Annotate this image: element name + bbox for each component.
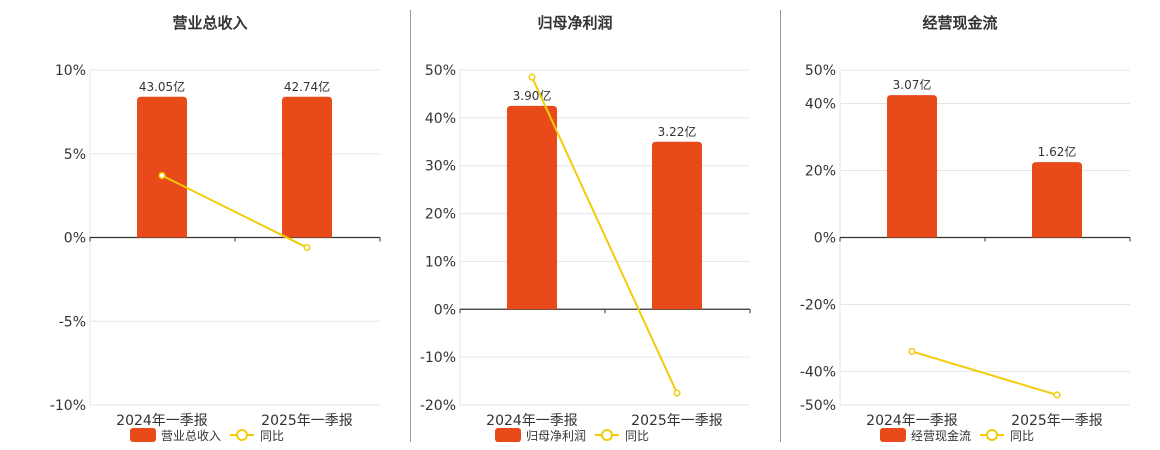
legend-line-marker	[986, 429, 998, 441]
cash-flow-chart: 经营现金流 50% 40% 20% 0% -20% -40% -50% 3.07亿 1.62亿 20…	[800, 14, 1131, 443]
legend-bar-label: 归母净利润	[526, 429, 586, 443]
x-category-label: 2024年一季报	[116, 413, 208, 429]
y-tick-label: 0%	[814, 231, 836, 247]
bar-value-label: 3.90亿	[513, 88, 552, 103]
revenue-chart: 营业总收入 10% 5% 0% -5% -10% 43.05亿 42.74亿 2024年一季报 2…	[50, 14, 381, 443]
yoy-line	[911, 350, 1058, 396]
y-tick-label: 30%	[425, 159, 456, 175]
y-tick-label: -10%	[50, 398, 86, 414]
bar-value-label: 42.74亿	[284, 79, 330, 94]
x-category-label: 2025年一季报	[631, 413, 723, 429]
legend-bar-label: 营业总收入	[161, 429, 221, 443]
y-tick-label: 0%	[434, 302, 456, 318]
chart-title: 经营现金流	[922, 14, 997, 32]
y-tick-label: 10%	[425, 254, 456, 270]
bar-2025q1	[1032, 162, 1082, 238]
chart-title: 营业总收入	[172, 14, 247, 32]
legend-line-label: 同比	[260, 429, 284, 443]
chart-title: 归母净利润	[537, 14, 612, 32]
legend-bar-swatch	[130, 428, 156, 442]
bar-2024q1	[137, 96, 187, 238]
y-tick-label: 10%	[55, 63, 86, 79]
y-tick-label: -50%	[800, 398, 836, 414]
legend-line-marker	[236, 429, 248, 441]
bar-2024q1	[887, 95, 937, 238]
legend-line-label: 同比	[1010, 429, 1034, 443]
legend-line-marker	[601, 429, 613, 441]
yoy-point-2025q1	[303, 244, 311, 252]
y-tick-label: -20%	[800, 298, 836, 314]
legend-bar-swatch	[880, 428, 906, 442]
yoy-line	[531, 76, 678, 394]
y-tick-label: -40%	[800, 365, 836, 381]
y-tick-label: 20%	[425, 207, 456, 223]
y-tick-label: 40%	[425, 111, 456, 127]
panel-divider-1	[410, 10, 411, 442]
legend-line-label: 同比	[625, 429, 649, 443]
bar-value-label: 43.05亿	[139, 79, 185, 94]
x-category-label: 2025年一季报	[261, 413, 353, 429]
yoy-point-2024q1	[158, 171, 166, 180]
yoy-line	[161, 174, 308, 249]
legend-bar-swatch	[495, 428, 521, 442]
bar-value-label: 3.22亿	[658, 124, 697, 139]
yoy-point-2024q1	[528, 73, 536, 81]
yoy-point-2024q1	[908, 347, 916, 355]
net-profit-chart: 归母净利润 50% 40% 30% 20% 10% 0% -10% -20% 3.90亿 3.22亿…	[420, 14, 751, 443]
y-tick-label: 20%	[805, 164, 836, 180]
y-tick-label: 50%	[805, 63, 836, 79]
y-tick-label: 40%	[805, 97, 836, 113]
yoy-point-2025q1	[673, 389, 681, 397]
bar-value-label: 3.07亿	[893, 77, 932, 92]
x-category-label: 2024年一季报	[486, 413, 578, 429]
bar-2025q1	[652, 141, 702, 310]
x-category-label: 2025年一季报	[1011, 413, 1103, 429]
y-tick-label: 0%	[64, 231, 86, 247]
y-tick-label: -20%	[420, 398, 456, 414]
bar-2025q1	[282, 96, 332, 238]
y-tick-label: 50%	[425, 63, 456, 79]
panel-divider-2	[780, 10, 781, 442]
y-tick-label: -10%	[420, 350, 456, 366]
legend-bar-label: 经营现金流	[911, 428, 971, 443]
y-tick-label: 5%	[64, 147, 86, 163]
yoy-point-2025q1	[1053, 391, 1061, 399]
x-category-label: 2024年一季报	[866, 413, 958, 429]
y-tick-label: -5%	[59, 314, 86, 330]
bar-value-label: 1.62亿	[1038, 144, 1077, 159]
bar-2024q1	[507, 105, 557, 310]
